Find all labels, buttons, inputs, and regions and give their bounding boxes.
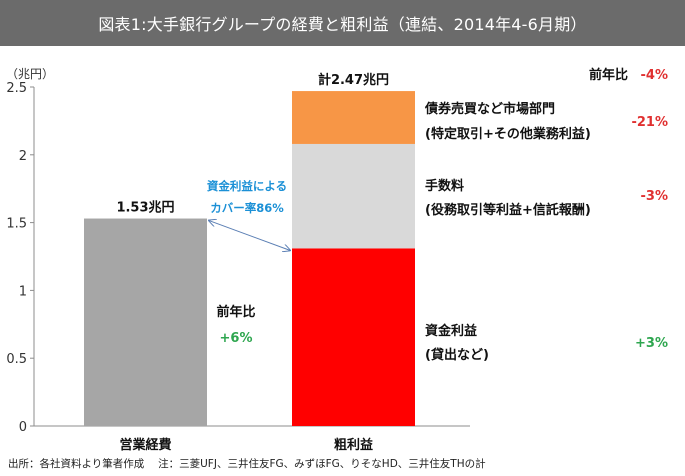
expense-value-label: 1.53兆円 bbox=[116, 200, 174, 216]
source-note: 出所：各社資料より筆者作成 注：三菱UFJ、三井住友FG、みずほFG、りそなHD… bbox=[8, 458, 486, 470]
segment-name-3: 債券売買など市場部門 bbox=[424, 101, 555, 117]
bar-expense bbox=[84, 218, 207, 426]
segment-yoy-2: -3% bbox=[641, 189, 668, 204]
y-tick-label: 2 bbox=[19, 149, 27, 164]
segment-name-2: 手数料 bbox=[425, 178, 464, 194]
expense-yoy-header: 前年比 bbox=[216, 304, 255, 320]
category-label-gross-profit: 粗利益 bbox=[334, 437, 373, 453]
category-label-expense: 営業経費 bbox=[119, 437, 171, 453]
chart-title: 図表1:大手銀行グループの経費と粗利益（連結、2014年4-6月期） bbox=[0, 0, 685, 46]
segment-yoy-3: -21% bbox=[631, 115, 668, 130]
y-tick-label: 0 bbox=[19, 420, 27, 435]
bar-segment-2 bbox=[292, 143, 415, 249]
segment-detail-3: (特定取引+その他業務利益) bbox=[425, 126, 591, 142]
annotation-line2: カバー率86% bbox=[210, 201, 284, 215]
total-yoy: -4% bbox=[641, 68, 668, 83]
segment-detail-2: (役務取引等利益+信託報酬) bbox=[425, 202, 591, 218]
y-tick-label: 1.5 bbox=[6, 217, 27, 232]
bars bbox=[84, 91, 415, 426]
coverage-arrow bbox=[209, 221, 290, 251]
segment-yoy-1: +3% bbox=[635, 336, 668, 351]
bar-segment-1 bbox=[292, 248, 415, 426]
y-tick-label: 0.5 bbox=[6, 352, 27, 367]
total-label: 計2.47兆円 bbox=[318, 72, 389, 88]
y-tick-label: 1 bbox=[19, 284, 27, 299]
expense-yoy: +6% bbox=[220, 331, 253, 346]
yoy-header: 前年比 bbox=[589, 67, 628, 83]
y-axis-label: （兆円） bbox=[6, 67, 54, 81]
y-tick-label: 2.5 bbox=[6, 81, 27, 96]
annotation-line1: 資金利益による bbox=[207, 179, 287, 193]
segment-name-1: 資金利益 bbox=[425, 323, 477, 339]
segment-detail-1: (貸出など) bbox=[425, 347, 489, 363]
bar-segment-3 bbox=[292, 91, 415, 144]
